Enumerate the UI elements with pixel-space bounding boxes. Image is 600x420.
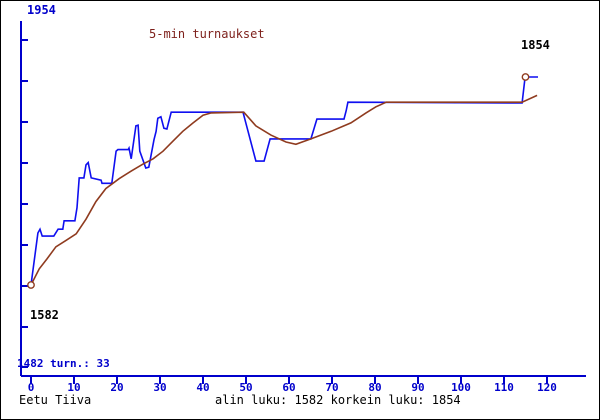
x-tick-label: 70 — [325, 381, 339, 394]
x-tick-label: 40 — [196, 381, 210, 394]
rating-point-marker — [27, 281, 35, 289]
x-tick-label: 90 — [411, 381, 425, 394]
x-tick-label: 110 — [494, 381, 514, 394]
x-tick-label: 20 — [110, 381, 124, 394]
x-tick-label: 50 — [239, 381, 253, 394]
x-tick-label: 0 — [27, 381, 35, 394]
x-tick-label: 60 — [282, 381, 296, 394]
chart-title: 5-min turnaukset — [149, 27, 265, 41]
player-name-label: Eetu Tiiva — [19, 393, 92, 407]
x-tick-label: 30 — [153, 381, 167, 394]
axis-note-label: 1482 turn.: 33 — [17, 357, 110, 370]
rating-point-marker — [521, 73, 530, 81]
summary-label: alin luku: 1582 korkein luku: 1854 — [215, 393, 461, 407]
y-axis-max-label: 1954 — [27, 3, 56, 17]
x-tick-label: 10 — [67, 381, 81, 394]
x-tick-label: 120 — [537, 381, 557, 394]
x-tick-label: 80 — [368, 381, 382, 394]
x-tick-label: 100 — [451, 381, 471, 394]
lowest-rating-label: 1582 — [30, 308, 59, 322]
highest-rating-label: 1854 — [521, 38, 550, 52]
smoothed-trend-line — [30, 94, 538, 286]
rating-per-tournament-line — [30, 76, 538, 286]
